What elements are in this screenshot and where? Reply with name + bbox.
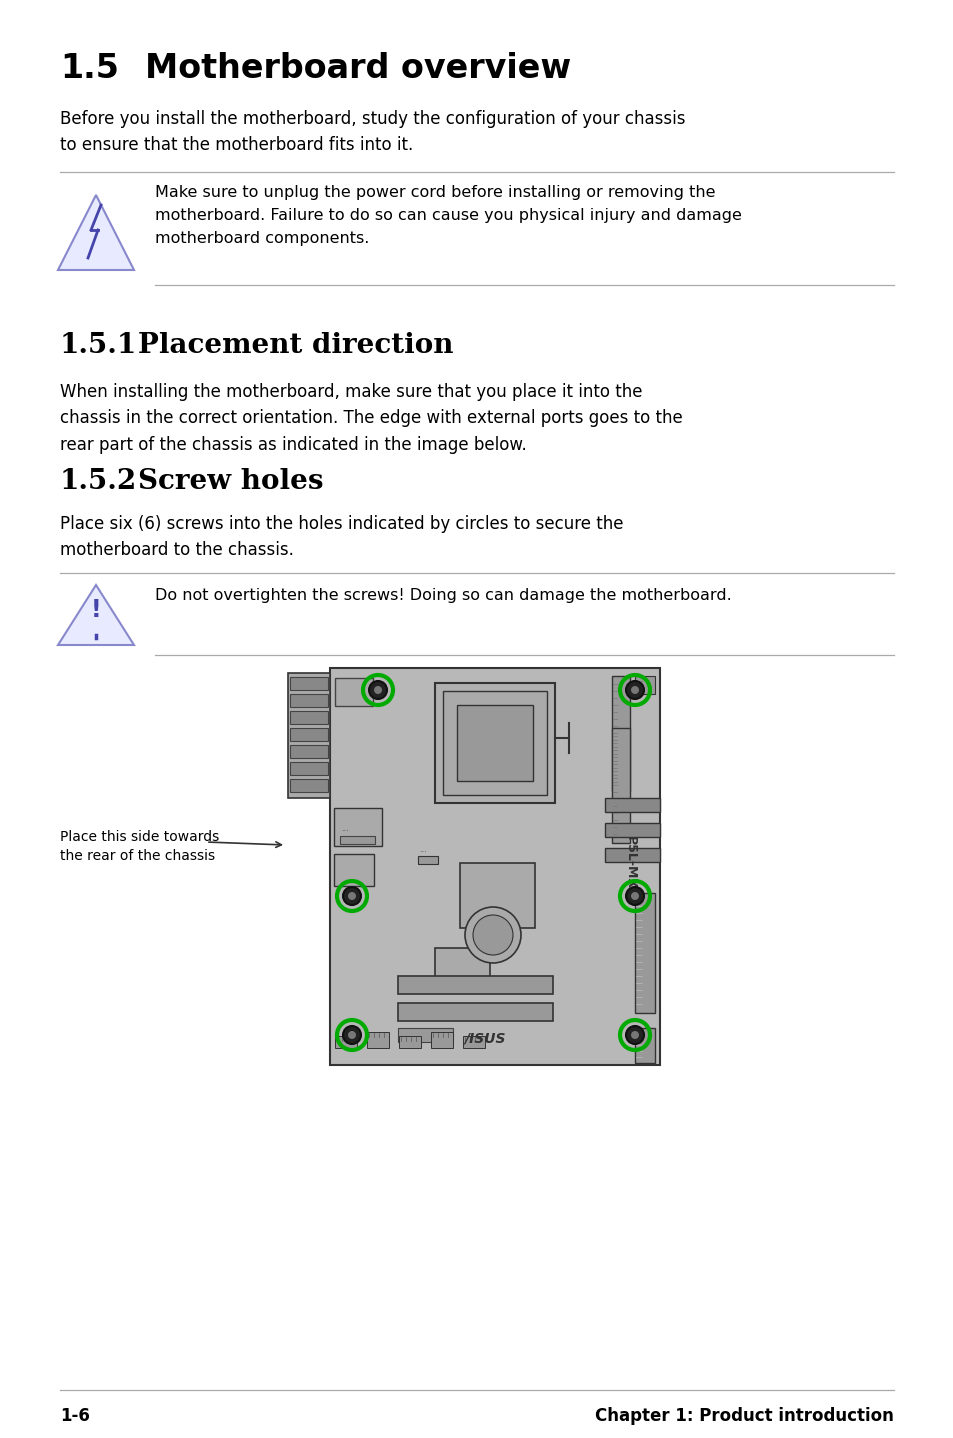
Circle shape — [343, 887, 360, 905]
Bar — [635, 893, 655, 1012]
Polygon shape — [58, 196, 133, 270]
Bar — [459, 863, 535, 928]
Bar — [442, 692, 546, 795]
Text: ...: ... — [418, 846, 426, 854]
Text: Chapter 1: Product introduction: Chapter 1: Product introduction — [595, 1406, 893, 1425]
Bar — [462, 1035, 484, 1048]
Text: When installing the motherboard, make sure that you place it into the
chassis in: When installing the motherboard, make su… — [60, 383, 682, 454]
Bar — [335, 1035, 356, 1048]
Bar — [604, 823, 659, 837]
Text: 1.5.1: 1.5.1 — [60, 332, 137, 360]
Text: Place this side towards
the rear of the chassis: Place this side towards the rear of the … — [60, 830, 219, 863]
Circle shape — [348, 892, 355, 900]
Bar — [290, 710, 328, 723]
Bar — [397, 1002, 553, 1021]
Bar — [330, 669, 659, 1066]
Circle shape — [473, 915, 513, 955]
Circle shape — [625, 682, 643, 699]
Circle shape — [630, 686, 639, 695]
Bar — [612, 676, 629, 791]
Circle shape — [630, 1031, 639, 1040]
Circle shape — [625, 1025, 643, 1044]
Circle shape — [625, 887, 643, 905]
Text: 1.5.2: 1.5.2 — [60, 467, 137, 495]
Text: Make sure to unplug the power cord before installing or removing the
motherboard: Make sure to unplug the power cord befor… — [154, 186, 741, 246]
Bar — [604, 798, 659, 812]
Bar — [290, 695, 328, 707]
Text: Placement direction: Placement direction — [138, 332, 453, 360]
Circle shape — [369, 682, 387, 699]
Text: Screw holes: Screw holes — [138, 467, 323, 495]
Text: P5L-MX: P5L-MX — [623, 837, 636, 890]
Bar — [435, 683, 555, 802]
Bar — [290, 779, 328, 792]
Bar — [431, 1032, 453, 1048]
Circle shape — [464, 907, 520, 963]
Bar — [334, 854, 374, 886]
Text: /ISUS: /ISUS — [464, 1032, 505, 1045]
Circle shape — [630, 892, 639, 900]
Text: Do not overtighten the screws! Doing so can damage the motherboard.: Do not overtighten the screws! Doing so … — [154, 588, 731, 603]
Bar — [288, 673, 330, 798]
Text: !: ! — [91, 598, 101, 623]
Bar — [612, 728, 629, 843]
Bar — [635, 1028, 655, 1063]
Text: Motherboard overview: Motherboard overview — [145, 52, 571, 85]
Bar — [332, 703, 387, 792]
Circle shape — [518, 978, 531, 989]
Bar — [397, 976, 553, 994]
Bar — [290, 762, 328, 775]
Bar — [604, 848, 659, 861]
Bar — [435, 948, 490, 988]
Circle shape — [374, 686, 381, 695]
Bar — [290, 728, 328, 741]
Bar — [290, 745, 328, 758]
Bar — [456, 705, 533, 781]
Circle shape — [343, 1025, 360, 1044]
Bar — [367, 1032, 389, 1048]
Text: ::: :: — [638, 674, 643, 684]
Bar — [339, 835, 375, 844]
Bar — [417, 856, 437, 864]
Text: ...: ... — [340, 824, 349, 833]
Circle shape — [348, 1031, 355, 1040]
Bar — [398, 1035, 420, 1048]
Text: Place six (6) screws into the holes indicated by circles to secure the
motherboa: Place six (6) screws into the holes indi… — [60, 515, 623, 559]
Bar — [335, 677, 373, 706]
Text: 1-6: 1-6 — [60, 1406, 90, 1425]
Bar — [290, 677, 328, 690]
Polygon shape — [58, 585, 133, 646]
Bar — [397, 1028, 453, 1043]
Text: 1.5: 1.5 — [60, 52, 119, 85]
Bar — [635, 676, 655, 695]
Bar — [334, 808, 381, 846]
Text: Before you install the motherboard, study the configuration of your chassis
to e: Before you install the motherboard, stud… — [60, 109, 685, 154]
